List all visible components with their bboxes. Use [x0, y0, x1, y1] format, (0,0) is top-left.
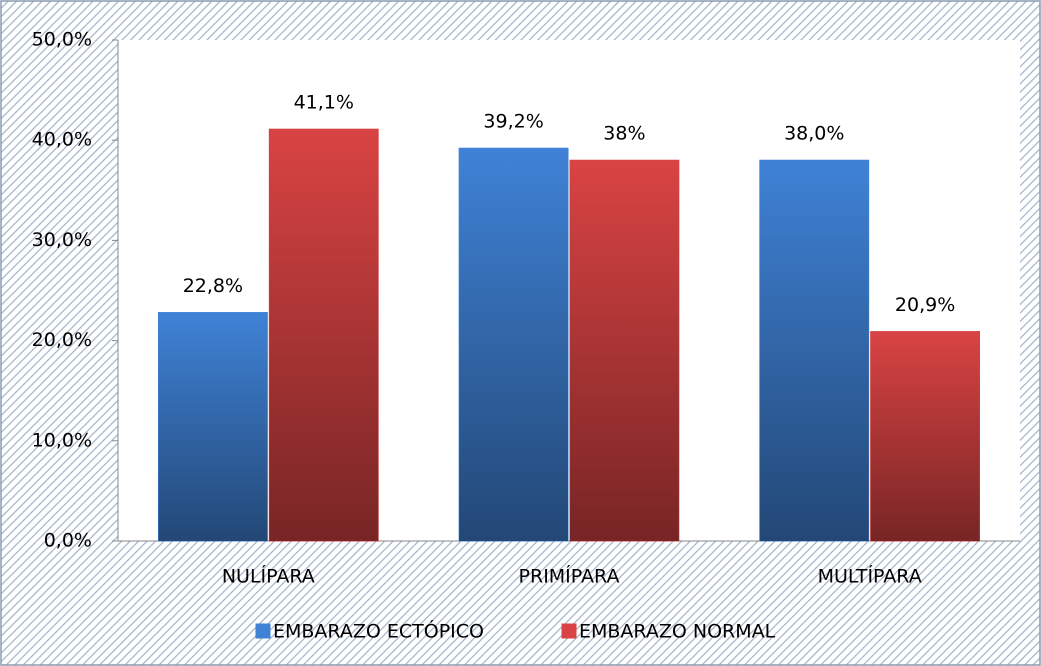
y-tick-label: 20,0% — [32, 329, 92, 351]
data-label: 39,2% — [483, 111, 543, 133]
bar — [458, 147, 569, 542]
data-label: 38,0% — [784, 123, 844, 145]
data-label: 20,9% — [895, 294, 955, 316]
bar — [157, 312, 268, 542]
data-label: 38% — [603, 123, 645, 145]
legend-label: EMBARAZO NORMAL — [579, 621, 776, 643]
data-label: 41,1% — [294, 92, 354, 114]
bar — [268, 128, 379, 542]
legend-swatch — [255, 623, 271, 639]
y-tick-label: 50,0% — [32, 29, 92, 51]
y-tick-label: 0,0% — [44, 530, 92, 552]
legend-swatch — [561, 623, 577, 639]
y-tick-label: 10,0% — [32, 429, 92, 451]
bar — [759, 159, 870, 542]
legend-label: EMBARAZO ECTÓPICO — [273, 619, 484, 643]
bar — [569, 159, 680, 542]
x-tick-label: MULTÍPARA — [818, 565, 922, 588]
bar — [870, 331, 981, 542]
y-tick-label: 30,0% — [32, 229, 92, 251]
x-tick-label: NULÍPARA — [222, 565, 315, 588]
x-tick-label: PRIMÍPARA — [519, 565, 620, 588]
y-tick-label: 40,0% — [32, 129, 92, 151]
plot-area — [118, 40, 1020, 541]
data-label: 22,8% — [183, 275, 243, 297]
